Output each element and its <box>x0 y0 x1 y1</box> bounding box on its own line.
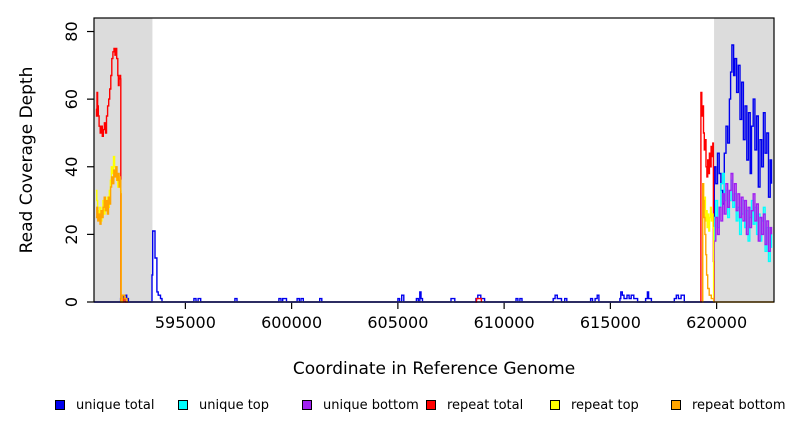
series-unique-top <box>94 172 773 303</box>
series-repeat-top <box>95 155 715 303</box>
legend-label: repeat top <box>571 397 639 413</box>
y-tick-label: 80 <box>62 21 81 41</box>
series-repeat-total <box>95 47 715 303</box>
legend-swatch-icon <box>302 400 312 410</box>
x-tick-label: 610000 <box>474 313 535 332</box>
legend-label: unique total <box>76 397 155 413</box>
legend-item-unique-total: unique total <box>55 394 154 416</box>
coverage-plot: 595000 600000 605000 610000 615000 620000 0 20 4… <box>62 17 775 332</box>
series-line <box>94 44 773 303</box>
series-line <box>702 183 774 303</box>
legend-swatch-icon <box>55 400 65 410</box>
legend-item-repeat-total: repeat total <box>426 394 523 416</box>
legend-item-repeat-bottom: repeat bottom <box>671 394 786 416</box>
series-repeat-bottom <box>95 166 774 303</box>
legend-swatch-icon <box>550 400 560 410</box>
legend-item-repeat-top: repeat top <box>550 394 639 416</box>
series-unique-bottom <box>94 172 773 303</box>
repeat-region-highlight-0 <box>94 18 153 302</box>
series-line <box>95 166 128 303</box>
series-line <box>95 47 128 303</box>
y-tick-label: 0 <box>62 297 81 307</box>
y-axis-title: Read Coverage Depth <box>17 66 37 254</box>
x-tick-label: 600000 <box>261 313 322 332</box>
legend-label: unique top <box>199 397 270 413</box>
plot-frame <box>93 17 775 303</box>
series-line <box>95 155 122 302</box>
legend-label: unique bottom <box>323 397 419 413</box>
series-line <box>700 91 715 303</box>
y-tick-label: 40 <box>62 157 81 177</box>
y-tick-label: 60 <box>62 89 81 109</box>
x-axis-title: Coordinate in Reference Genome <box>292 359 576 379</box>
legend-item-unique-bottom: unique bottom <box>302 394 419 416</box>
x-tick-label: 615000 <box>580 313 641 332</box>
series-unique-total <box>94 44 773 303</box>
x-tick-label: 595000 <box>155 313 216 332</box>
legend: unique total unique top unique bottom repea… <box>0 394 792 418</box>
legend-item-unique-top: unique top <box>178 394 269 416</box>
legend-label: repeat total <box>447 397 524 413</box>
legend-swatch-icon <box>671 400 681 410</box>
y-axis: 0 20 40 60 80 <box>62 21 94 307</box>
series-line <box>94 172 773 303</box>
legend-label: repeat bottom <box>692 397 786 413</box>
x-tick-label: 605000 <box>367 313 428 332</box>
series-line <box>94 172 773 303</box>
x-tick-label: 620000 <box>686 313 747 332</box>
repeat-region-highlight-1 <box>714 18 774 302</box>
legend-swatch-icon <box>178 400 188 410</box>
y-tick-label: 20 <box>62 224 81 244</box>
x-axis: 595000 600000 605000 610000 615000 620000 <box>155 302 747 332</box>
legend-swatch-icon <box>426 400 436 410</box>
